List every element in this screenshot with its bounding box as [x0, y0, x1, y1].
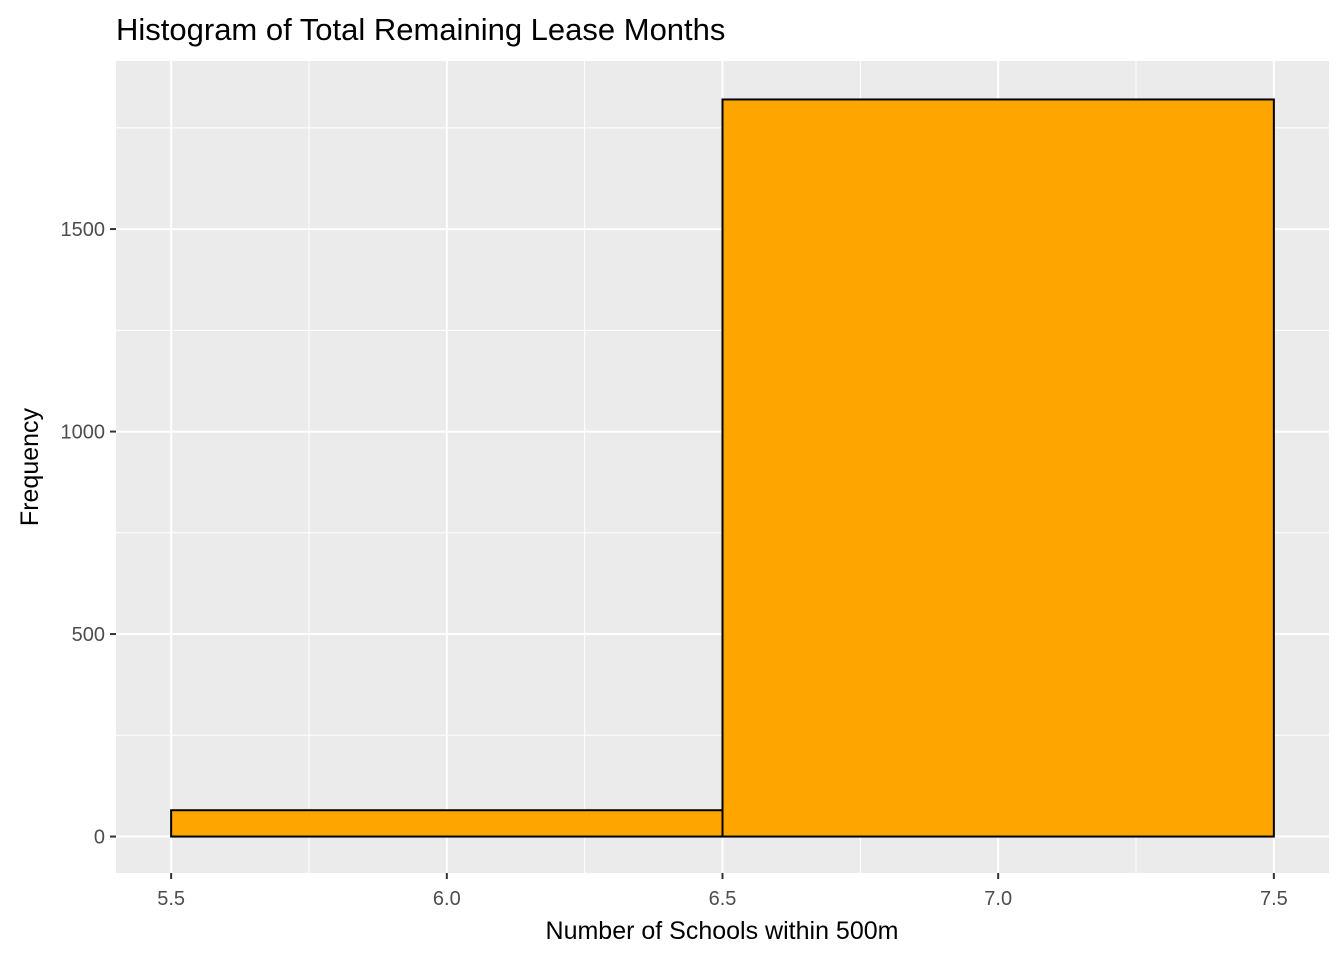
x-axis: 5.5 6.0 6.5 7.0 7.5	[157, 873, 1288, 910]
x-axis-title: Number of Schools within 500m	[546, 917, 899, 945]
x-tick-label: 6.0	[433, 888, 461, 910]
y-axis-title: Frequency	[16, 407, 44, 526]
x-tick-label: 6.5	[709, 888, 737, 910]
y-tick-label: 1500	[61, 219, 106, 241]
x-tick-label: 7.5	[1260, 888, 1288, 910]
y-axis: 0 500 1000 1500	[61, 219, 116, 849]
histogram-bars	[170, 98, 1275, 838]
histogram-bar-2	[721, 98, 1275, 838]
y-tick-label: 1000	[61, 422, 106, 444]
chart-title: Histogram of Total Remaining Lease Month…	[116, 12, 725, 47]
x-tick-label: 7.0	[984, 888, 1012, 910]
x-tick-label: 5.5	[157, 888, 185, 910]
y-tick-label: 0	[94, 827, 105, 849]
y-tick-label: 500	[72, 624, 105, 646]
histogram-bar-1	[170, 809, 724, 838]
